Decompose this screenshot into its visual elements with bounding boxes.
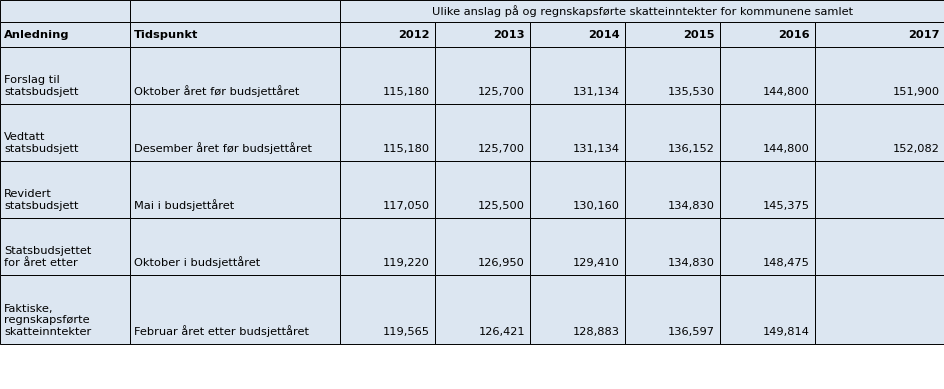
Text: 129,410: 129,410 [572, 258, 619, 268]
Text: 131,134: 131,134 [572, 144, 619, 154]
Text: 117,050: 117,050 [382, 201, 430, 211]
Text: 128,883: 128,883 [572, 327, 619, 337]
Text: 115,180: 115,180 [382, 87, 430, 97]
Text: 136,152: 136,152 [667, 144, 715, 154]
Bar [0, 218, 130, 275]
Bar [434, 47, 530, 104]
Text: 126,421: 126,421 [478, 327, 525, 337]
Text: 2017: 2017 [907, 30, 939, 40]
Bar [340, 0, 944, 22]
Bar [340, 275, 434, 344]
Text: 136,597: 136,597 [667, 327, 715, 337]
Bar [130, 218, 340, 275]
Bar [814, 22, 944, 47]
Bar [434, 104, 530, 161]
Text: Forslag til
statsbudsjett: Forslag til statsbudsjett [4, 75, 78, 97]
Bar [719, 161, 814, 218]
Text: 134,830: 134,830 [667, 258, 715, 268]
Bar [814, 161, 944, 218]
Bar [814, 218, 944, 275]
Text: Oktober året før budsjettåret: Oktober året før budsjettåret [134, 85, 299, 97]
Text: Desember året før budsjettåret: Desember året før budsjettåret [134, 142, 312, 154]
Bar [624, 22, 719, 47]
Text: 2016: 2016 [778, 30, 809, 40]
Bar [814, 104, 944, 161]
Text: Oktober i budsjettåret: Oktober i budsjettåret [134, 256, 260, 268]
Bar [530, 275, 624, 344]
Bar [719, 47, 814, 104]
Bar [130, 104, 340, 161]
Bar [530, 218, 624, 275]
Text: 131,134: 131,134 [572, 87, 619, 97]
Text: 130,160: 130,160 [572, 201, 619, 211]
Text: 149,814: 149,814 [763, 327, 809, 337]
Bar [130, 275, 340, 344]
Bar [719, 218, 814, 275]
Bar [434, 22, 530, 47]
Bar [624, 104, 719, 161]
Bar [130, 0, 340, 22]
Text: 125,700: 125,700 [478, 87, 525, 97]
Text: 134,830: 134,830 [667, 201, 715, 211]
Text: 148,475: 148,475 [763, 258, 809, 268]
Bar [340, 22, 434, 47]
Bar [530, 161, 624, 218]
Text: 135,530: 135,530 [667, 87, 715, 97]
Text: Faktiske,
regnskapsførte
skatteinntekter: Faktiske, regnskapsførte skatteinntekter [4, 304, 92, 337]
Text: Statsbudsjettet
for året etter: Statsbudsjettet for året etter [4, 246, 92, 268]
Bar [434, 218, 530, 275]
Bar [0, 161, 130, 218]
Bar [719, 275, 814, 344]
Bar [719, 104, 814, 161]
Bar [340, 47, 434, 104]
Bar [130, 161, 340, 218]
Bar [0, 104, 130, 161]
Text: 115,180: 115,180 [382, 144, 430, 154]
Text: 2013: 2013 [493, 30, 525, 40]
Text: 2012: 2012 [398, 30, 430, 40]
Bar [719, 22, 814, 47]
Text: Mai i budsjettåret: Mai i budsjettåret [134, 199, 234, 211]
Text: Tidspunkt: Tidspunkt [134, 30, 198, 40]
Bar [624, 275, 719, 344]
Text: 145,375: 145,375 [762, 201, 809, 211]
Bar [530, 47, 624, 104]
Text: 152,082: 152,082 [892, 144, 939, 154]
Text: Ulike anslag på og regnskapsførte skatteinntekter for kommunene samlet: Ulike anslag på og regnskapsførte skatte… [431, 5, 852, 17]
Bar [814, 275, 944, 344]
Text: 125,500: 125,500 [478, 201, 525, 211]
Bar [0, 275, 130, 344]
Text: 126,950: 126,950 [478, 258, 525, 268]
Text: Revidert
statsbudsjett: Revidert statsbudsjett [4, 189, 78, 211]
Bar [530, 104, 624, 161]
Bar [0, 0, 130, 22]
Text: Februar året etter budsjettåret: Februar året etter budsjettåret [134, 325, 309, 337]
Text: 144,800: 144,800 [763, 144, 809, 154]
Bar [130, 47, 340, 104]
Text: 119,565: 119,565 [382, 327, 430, 337]
Text: 2015: 2015 [683, 30, 715, 40]
Text: 119,220: 119,220 [382, 258, 430, 268]
Text: Anledning: Anledning [4, 30, 70, 40]
Bar [0, 47, 130, 104]
Bar [340, 218, 434, 275]
Bar [530, 22, 624, 47]
Text: 2014: 2014 [588, 30, 619, 40]
Bar [340, 104, 434, 161]
Bar [624, 47, 719, 104]
Bar [130, 22, 340, 47]
Bar [434, 275, 530, 344]
Bar [814, 47, 944, 104]
Bar [434, 161, 530, 218]
Text: 151,900: 151,900 [892, 87, 939, 97]
Bar [340, 161, 434, 218]
Bar [624, 218, 719, 275]
Bar [0, 22, 130, 47]
Text: 144,800: 144,800 [763, 87, 809, 97]
Text: 125,700: 125,700 [478, 144, 525, 154]
Bar [624, 161, 719, 218]
Text: Vedtatt
statsbudsjett: Vedtatt statsbudsjett [4, 132, 78, 154]
